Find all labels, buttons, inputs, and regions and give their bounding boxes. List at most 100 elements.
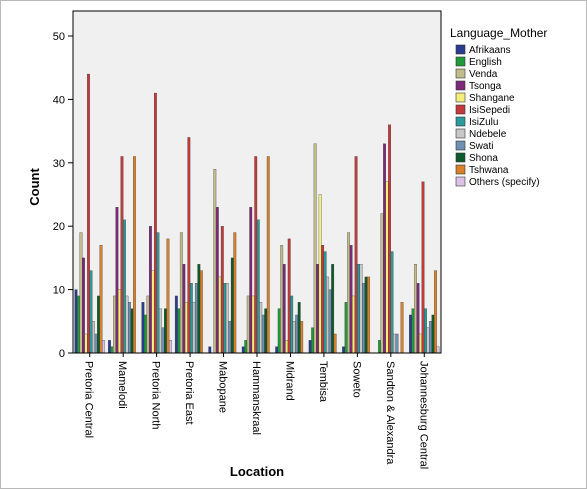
legend-swatch [455, 104, 466, 115]
bar [311, 327, 315, 354]
legend-swatch [455, 80, 466, 91]
y-axis-title: Count [27, 168, 42, 206]
bar [79, 232, 83, 354]
bar [125, 295, 129, 354]
bar [143, 314, 147, 354]
x-tick-label: Mabopane [217, 361, 229, 413]
x-axis-title: Location [230, 464, 284, 479]
bar [295, 314, 299, 354]
bar [323, 251, 327, 354]
bar [321, 245, 325, 354]
bar [97, 295, 100, 354]
bar [429, 321, 432, 354]
bar [426, 327, 430, 354]
bar [352, 295, 356, 354]
bar [347, 232, 351, 354]
bar [388, 124, 391, 354]
bar [208, 346, 212, 354]
legend-label: Shangane [469, 93, 515, 104]
bar [120, 156, 124, 354]
bar [378, 340, 381, 354]
bar [89, 270, 93, 354]
legend-label: Afrikaans [469, 45, 511, 56]
bar [77, 295, 80, 354]
bar [82, 257, 85, 354]
legend-items: AfrikaansEnglishVendaTsongaShanganeIsiSe… [455, 44, 540, 188]
legend-swatch [455, 56, 466, 67]
bar [166, 238, 170, 354]
bar [161, 327, 165, 354]
y-tick-label: 50 [53, 31, 65, 43]
bar [94, 333, 98, 354]
bar [364, 276, 368, 354]
legend-title: Language_Mother [450, 26, 547, 40]
bar [333, 333, 337, 354]
legend-swatch [455, 92, 466, 103]
bar [285, 340, 289, 354]
bar [179, 232, 183, 354]
bar [261, 314, 265, 354]
legend-label: Swati [469, 141, 493, 152]
bar [118, 289, 121, 354]
bar [197, 264, 201, 354]
x-ticks-group: Pretoria Central Mamelodi Pretoria North Pr… [83, 353, 429, 469]
bar [174, 295, 178, 354]
bar [287, 238, 291, 354]
bar [153, 92, 157, 354]
bar [184, 302, 188, 354]
bar [409, 314, 412, 354]
bar [223, 283, 227, 354]
x-tick-label: Mamelodi [116, 361, 128, 409]
bar [141, 302, 145, 354]
bar [297, 302, 301, 354]
bar [275, 346, 279, 354]
bar [431, 314, 435, 354]
legend-swatch [455, 68, 466, 79]
bar [108, 340, 111, 354]
bar [99, 245, 103, 354]
bar [241, 346, 245, 354]
x-tick-label: Johannesburg Central [417, 361, 429, 469]
x-tick-label: Hammanskraal [250, 361, 262, 435]
bar [342, 346, 346, 354]
y-tick-label: 20 [53, 221, 65, 233]
bar [115, 207, 119, 354]
bar [233, 232, 237, 354]
bar [220, 226, 224, 354]
y-tick-label: 40 [53, 94, 65, 106]
legend-swatch [455, 44, 466, 55]
legend-label: Others (specify) [469, 177, 540, 188]
legend-swatch [455, 128, 466, 139]
bar [254, 156, 258, 354]
bar [168, 340, 172, 354]
bar [189, 283, 193, 354]
x-tick-label: Soweto [350, 361, 362, 398]
bar [151, 270, 155, 354]
bar [163, 308, 167, 354]
bar [148, 226, 152, 354]
bar [349, 245, 353, 354]
bar [102, 340, 105, 354]
bar [328, 289, 332, 354]
x-tick-label: Tembisa [317, 361, 329, 403]
legend-swatch [455, 140, 466, 151]
x-tick-label: Sandton & Alexandra [384, 361, 396, 465]
legend-swatch [455, 164, 466, 175]
bar [192, 302, 196, 354]
bar [146, 295, 150, 354]
legend-swatch [455, 116, 466, 127]
x-tick-label: Pretoria Central [83, 361, 95, 438]
bar [92, 321, 95, 354]
x-tick-label: Pretoria East [183, 361, 195, 425]
bar [300, 321, 304, 354]
bar [110, 346, 114, 354]
bar [74, 289, 78, 354]
bar [434, 270, 437, 354]
bar [436, 346, 440, 354]
bar [390, 251, 394, 354]
bar [113, 295, 116, 354]
bar [367, 276, 371, 354]
bar [393, 333, 396, 354]
